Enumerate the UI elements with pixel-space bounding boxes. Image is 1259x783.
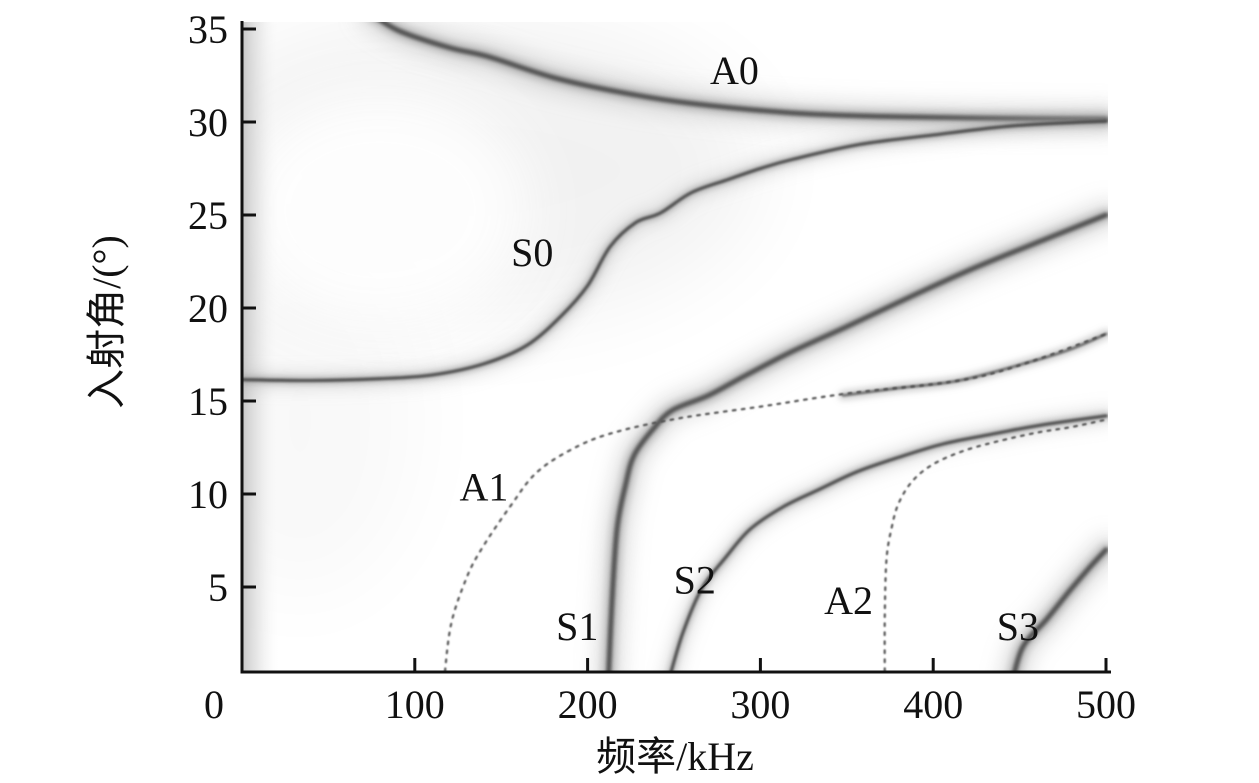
x-axis-title: 频率/kHz [596,734,754,779]
x-tick-label-200: 200 [558,682,618,727]
mode-label-s2: S2 [674,558,716,603]
plot-area [243,22,1108,671]
curve-a0 [357,22,1108,136]
x-tick-label-400: 400 [903,682,963,727]
x-tick-label-500: 500 [1076,682,1136,727]
curve-a2 [883,418,1108,671]
y-tick-label-15: 15 [188,379,228,424]
curve-s0 [243,111,1108,391]
mode-label-a0: A0 [710,48,759,93]
curve-s2 [660,405,1108,671]
y-tick-label-5: 5 [208,565,228,610]
mode-label-a1: A1 [459,465,508,510]
mode-label-a2: A2 [824,578,873,623]
curve-s1 [592,199,1108,671]
y-tick-label-10: 10 [188,472,228,517]
x-tick-label-0: 0 [204,682,224,727]
left-edge-shading [243,22,281,671]
curve-a1 [443,332,1108,671]
y-tick-label-25: 25 [188,193,228,238]
y-axis-title: 入射角/(°) [84,235,129,409]
curve-s3 [998,533,1108,671]
y-tick-label-20: 20 [188,286,228,331]
mode-label-s3: S3 [997,604,1039,649]
axes [240,21,1111,674]
y-tick-label-30: 30 [188,100,228,145]
x-tick-label-100: 100 [385,682,445,727]
mode-label-s1: S1 [556,604,598,649]
mode-label-s0: S0 [511,230,553,275]
x-tick-label-300: 300 [730,682,790,727]
curve-a1_high_band [838,329,1108,401]
y-tick-label-35: 35 [188,7,228,52]
